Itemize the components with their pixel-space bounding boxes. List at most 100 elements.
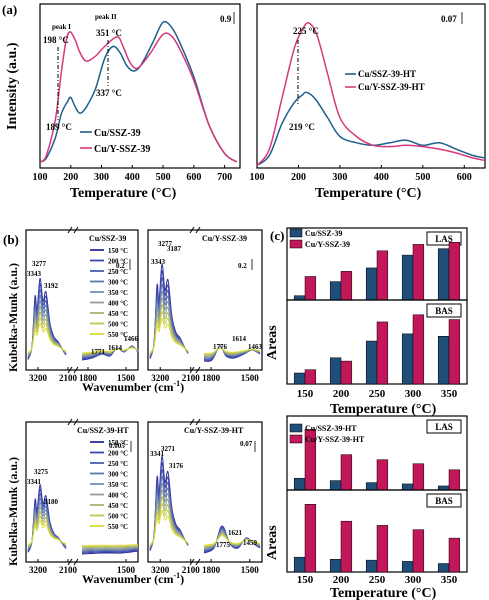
series-line-cuy <box>39 31 238 163</box>
drifts-chart-cu-ht: Cu/SSZ-39-HT Kubelka-Munk (a.u.) 150 °C 2… <box>6 418 139 575</box>
x-tick-label: 100 <box>250 172 265 183</box>
bar-cuy <box>376 525 389 573</box>
spectrum-line-oh <box>149 476 189 549</box>
series-lines <box>256 21 486 167</box>
annotation-3277: 3277 <box>32 260 47 268</box>
bar-cuy <box>340 520 353 573</box>
spectrum-line-tail <box>81 544 139 548</box>
axis-break <box>67 366 73 374</box>
legend-label: 400 °C <box>108 300 128 308</box>
annotation-3343: 3343 <box>27 270 42 278</box>
spectrum-line-tail <box>81 548 139 552</box>
wavenumber-label-bottom: Wavenumber (cm-1) <box>82 571 184 586</box>
spectrum-line-oh <box>149 297 189 356</box>
legend-label: 450 °C <box>108 310 128 318</box>
chart-title: Cu/Y-SSZ-39 <box>202 234 247 243</box>
x-axis-label: Temperature (°C) <box>315 186 422 201</box>
legend-label: 150 °C <box>108 247 128 255</box>
bar-cu <box>437 485 450 491</box>
bar-cuy <box>376 321 389 385</box>
drifts-chart-cuy-ht: Cu/Y-SSZ-39-HT 0.07 3341 3271 3176 1775 … <box>147 418 263 575</box>
legend-label: 300 °C <box>108 471 128 479</box>
legend-label: 250 °C <box>108 268 128 276</box>
bar-cu <box>329 357 342 385</box>
tag-label: BAS <box>435 306 453 316</box>
bar-cuy <box>412 463 425 491</box>
spectrum-line-tail <box>203 347 261 354</box>
bar-cu <box>293 372 306 385</box>
temperature-legend: 150 °C 200 °C 250 °C 300 °C 350 °C 400 °C 450 … <box>90 439 128 531</box>
annotation-1614: 1614 <box>232 335 247 343</box>
annotation-337: 337 °C <box>96 88 122 98</box>
axis-break <box>195 558 201 566</box>
bar-cuy <box>376 459 389 491</box>
legend-label-cuy: Cu/Y-SSZ-39 <box>94 144 150 155</box>
bar-cuy <box>304 503 317 573</box>
y-axis-label: Kubelka-Munk (a.u.) <box>6 263 20 372</box>
legend-label: 300 °C <box>108 279 128 287</box>
temperature-legend: 150 °C 200 °C 250 °C 300 °C 350 °C 400 °C 450 … <box>90 247 128 339</box>
annotation-peak-i: peak I <box>52 23 71 31</box>
bar-cuy <box>412 529 425 573</box>
y-axis-label: Intensity (a.u.) <box>5 42 20 130</box>
plot-frame <box>147 229 263 371</box>
annotation-3192: 3192 <box>44 282 59 290</box>
legend-label: 250 °C <box>108 460 128 468</box>
spectrum-line-oh <box>149 503 189 546</box>
axis-break <box>73 226 79 234</box>
x-tick-label: 2100 <box>59 373 78 383</box>
spectrum-line-oh <box>149 311 189 354</box>
x-tick-label: 2100 <box>59 565 78 575</box>
bar-chart-top: Areas Temperature (°C) LAS BAS Cu/SSZ-39 Cu… <box>265 227 468 417</box>
x-tick-label: 300 <box>94 172 109 183</box>
bar-cuy <box>340 454 353 491</box>
annotation-3271: 3271 <box>161 445 176 453</box>
bar-cuy <box>448 242 461 301</box>
x-tick-label: 2100 <box>182 373 201 383</box>
annotation-3341: 3341 <box>27 478 42 486</box>
axis-break <box>195 226 201 234</box>
chart-title: Cu/SSZ-39-HT <box>77 426 129 435</box>
series-line-cu <box>39 20 238 163</box>
axis-break <box>189 366 195 374</box>
panel-label-a: (a) <box>2 2 17 17</box>
scale-label: 0.9 <box>220 14 232 24</box>
legend-label-cu-ht: Cu/SSZ-39-HT <box>358 69 416 79</box>
spectrum-line-oh <box>149 482 189 548</box>
panel-label-c: (c) <box>270 228 284 243</box>
spectra <box>149 226 261 374</box>
spectrum-line-tail <box>81 546 139 550</box>
y-axis-label: Kubelka-Munk (a.u.) <box>6 457 20 566</box>
bar-cu <box>401 333 414 385</box>
x-tick-label: 3200 <box>151 565 170 575</box>
x-ticks: 3200 2100 1800 1500 <box>29 367 136 383</box>
annotation-3275: 3275 <box>34 468 49 476</box>
bar-cuy <box>412 314 425 385</box>
annotation-3341: 3341 <box>150 450 165 458</box>
annotation-peak-ii: peak II <box>95 13 117 21</box>
bar-cu <box>293 477 306 491</box>
spectrum-line-oh <box>149 509 189 545</box>
scale-label: 0.07 <box>441 14 457 24</box>
bar-cu <box>329 480 342 491</box>
tpr-chart-left: Intensity (a.u.) Temperature (°C) 100 200… <box>5 3 241 201</box>
bar-cu <box>293 556 306 573</box>
axis-break <box>67 226 73 234</box>
drifts-chart-cu: Cu/SSZ-39 Kubelka-Munk (a.u.) 150 °C 200 … <box>6 226 139 383</box>
bar-cu <box>365 340 378 385</box>
axis-break <box>189 558 195 566</box>
legend-label: 200 °C <box>108 450 128 458</box>
x-ticks: 3200 2100 1800 1500 <box>151 559 259 575</box>
x-tick-label: 300 <box>405 574 422 586</box>
bar-cu <box>401 254 414 301</box>
legend-label-cu: Cu/SSZ-39 <box>94 128 141 139</box>
spectrum-line-oh <box>149 317 189 353</box>
axis-break <box>189 226 195 234</box>
x-tick-label: 200 <box>333 574 350 586</box>
legend-label: 350 °C <box>108 481 128 489</box>
scale-label: 0.2 <box>238 262 247 270</box>
bar-cu <box>329 281 342 301</box>
tag-label: LAS <box>435 234 453 244</box>
axis-break <box>73 366 79 374</box>
legend-label: 550 °C <box>108 523 128 531</box>
